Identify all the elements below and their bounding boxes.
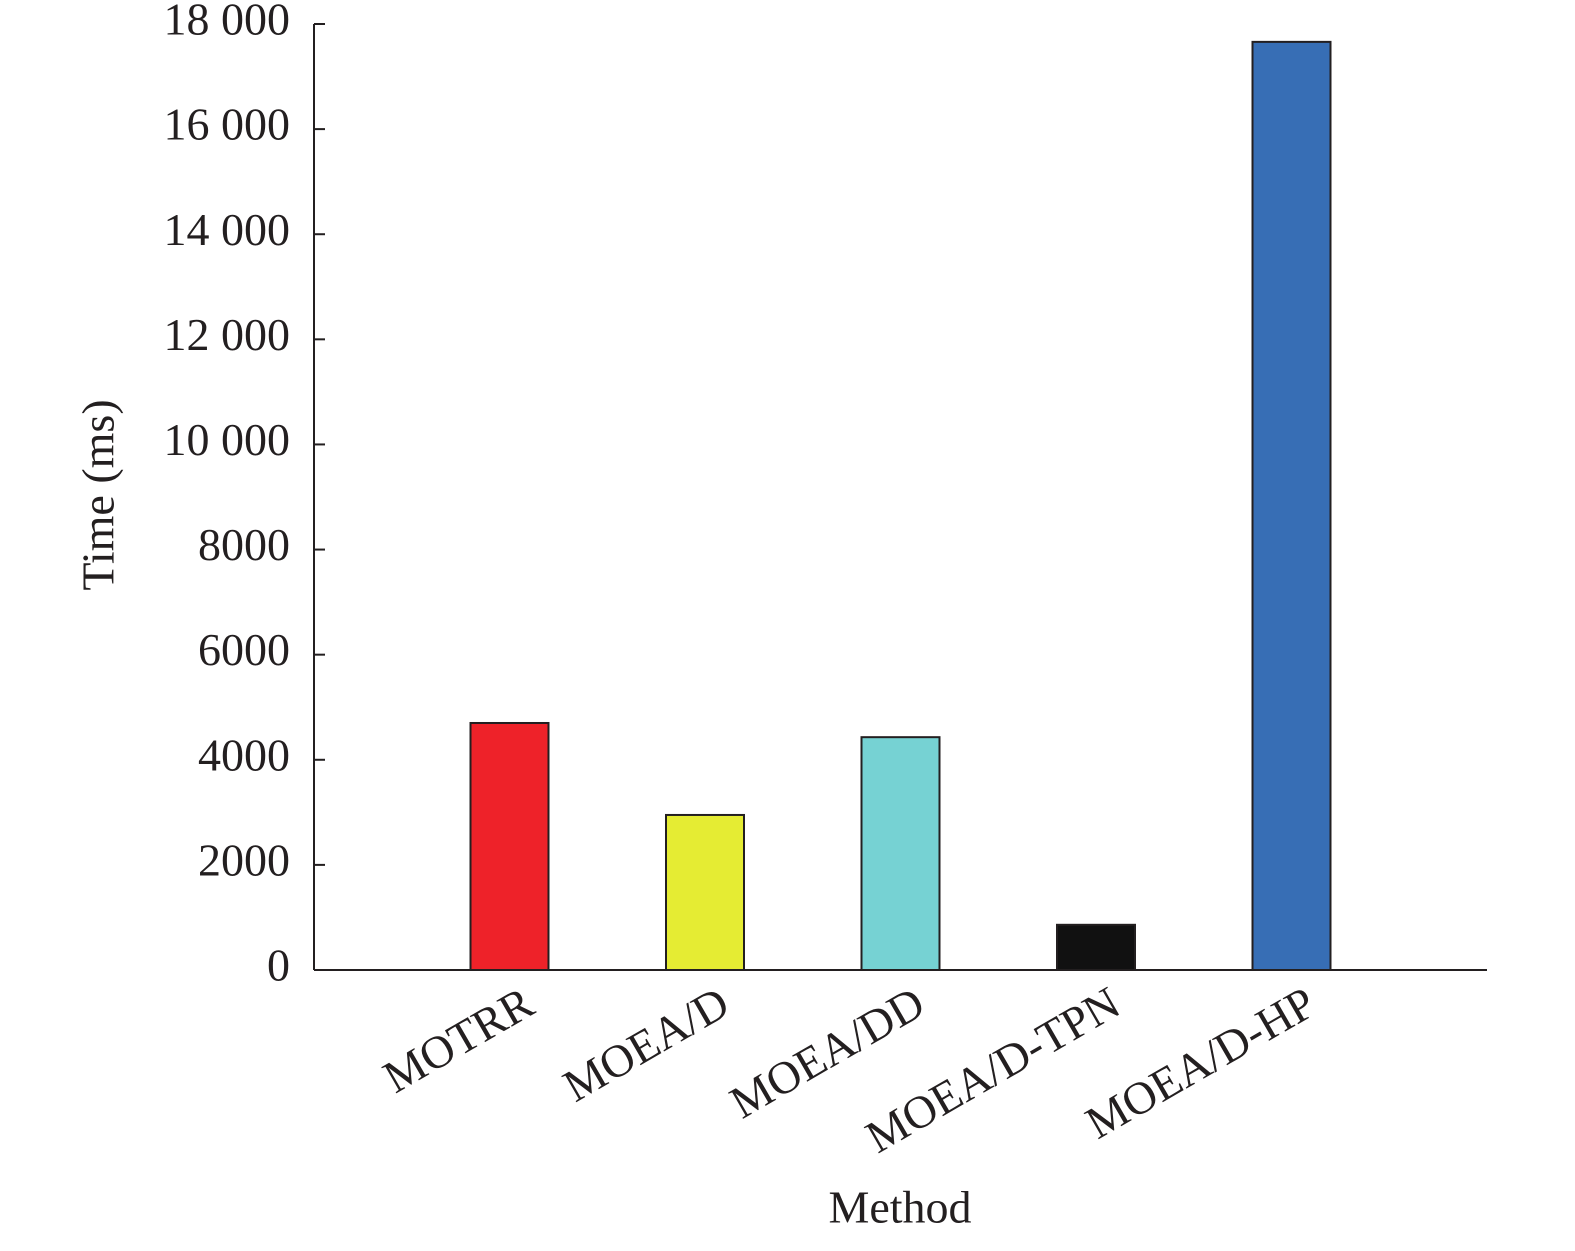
y-tick-label: 10 000 xyxy=(164,414,291,465)
y-tick-label: 2000 xyxy=(198,834,290,885)
bar xyxy=(469,721,550,971)
bar xyxy=(665,813,745,972)
y-axis-title: Time (ms) xyxy=(73,399,124,590)
y-tick-label: 6000 xyxy=(198,624,290,675)
x-tick-label: MOEA/D xyxy=(555,977,738,1112)
y-tick-label: 12 000 xyxy=(164,309,291,360)
y-tick-label: 0 xyxy=(267,940,290,991)
x-tick-label: MOTRR xyxy=(375,976,542,1102)
bar xyxy=(1056,923,1136,972)
x-axis-title: Method xyxy=(828,1182,971,1233)
y-tick-label: 8000 xyxy=(198,519,290,570)
y-tick-label: 14 000 xyxy=(164,204,291,255)
bar xyxy=(860,736,941,971)
bar xyxy=(1251,40,1332,971)
y-tick-label: 4000 xyxy=(198,729,290,780)
y-tick-label: 18 000 xyxy=(164,0,291,45)
y-tick-label: 16 000 xyxy=(164,99,291,150)
